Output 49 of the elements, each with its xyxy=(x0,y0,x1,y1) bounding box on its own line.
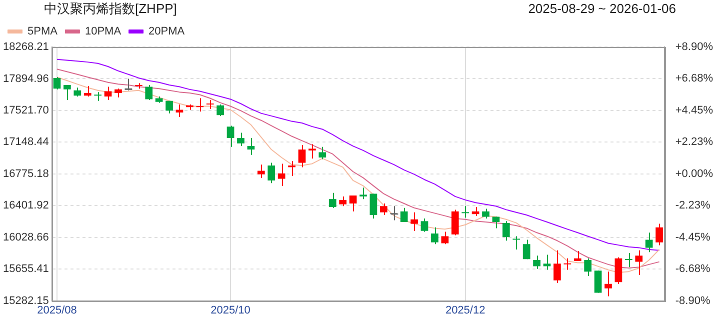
candlestick xyxy=(564,258,572,270)
y2-tick-label: -6.68% xyxy=(675,263,710,276)
candlestick xyxy=(482,208,490,220)
candlestick xyxy=(604,271,612,297)
candlestick xyxy=(308,144,316,159)
candlestick xyxy=(339,196,346,207)
y-tick-label: 16028.66 xyxy=(2,231,49,244)
y2-tick-label: +0.00% xyxy=(675,168,714,180)
y2-tick-label: -2.23% xyxy=(675,200,710,212)
candlestick xyxy=(206,100,214,110)
chart-subtitle: 2025-08-29 ~ 2026-01-06 xyxy=(528,0,676,18)
candlestick xyxy=(328,192,336,208)
candlestick xyxy=(64,84,71,101)
x-tick-label: 2025/12 xyxy=(445,304,486,316)
y2-tick-label: +4.45% xyxy=(675,104,714,116)
candlestick xyxy=(380,202,388,216)
candlestick xyxy=(624,252,632,268)
candlestick xyxy=(431,226,438,245)
legend-label: 20PMA xyxy=(148,26,186,38)
legend-label: 10PMA xyxy=(84,26,122,38)
candlestick xyxy=(94,92,102,102)
candlestick xyxy=(196,98,204,112)
candlestick xyxy=(512,236,520,250)
candlestick xyxy=(176,104,184,118)
candlestick xyxy=(237,132,244,147)
candlestick xyxy=(134,82,142,90)
candlestick xyxy=(462,206,469,218)
candlestick xyxy=(410,212,418,232)
y-tick-label: 16775.18 xyxy=(2,168,49,180)
y2-tick-label: +8.90% xyxy=(675,41,714,54)
y-tick-label: 17521.70 xyxy=(2,104,49,116)
y-tick-label: 17894.96 xyxy=(2,72,49,85)
legend-label: 5PMA xyxy=(28,26,58,38)
y-tick-label: 16401.92 xyxy=(2,200,49,212)
candlestick xyxy=(441,231,449,245)
candlestick xyxy=(360,187,367,200)
y2-tick-label: +6.68% xyxy=(675,72,714,85)
y-tick-label: 18268.21 xyxy=(2,41,49,54)
y2-tick-label: -4.45% xyxy=(675,231,710,244)
x-tick-label: 2025/08 xyxy=(37,304,77,316)
y2-tick-label: +2.23% xyxy=(675,136,714,148)
y-tick-label: 17148.44 xyxy=(2,136,49,148)
candlestick xyxy=(318,146,326,160)
y-tick-label: 15282.15 xyxy=(2,294,49,307)
x-tick-label: 2025/10 xyxy=(210,304,250,316)
y-tick-label: 15655.41 xyxy=(2,263,49,276)
candlestick xyxy=(635,250,643,276)
y2-tick-label: -8.90% xyxy=(675,294,710,307)
chart-title: 中汉聚丙烯指数[ZHPP] xyxy=(44,0,177,18)
